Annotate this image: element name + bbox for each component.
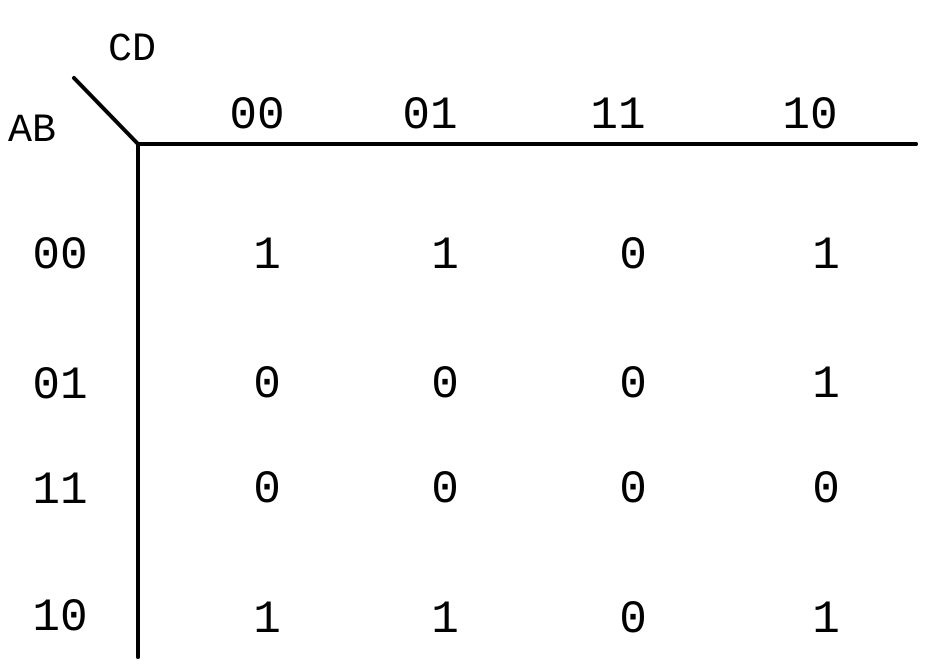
cell-r0-c2: 0 bbox=[619, 230, 647, 282]
row-variables-label: AB bbox=[8, 109, 56, 154]
cell-r0-c1: 1 bbox=[431, 230, 459, 282]
cell-r0-c0: 1 bbox=[253, 230, 281, 282]
cell-r3-c0: 1 bbox=[253, 594, 281, 646]
cell-r1-c2: 0 bbox=[619, 359, 647, 411]
row-header-0: 00 bbox=[32, 230, 87, 282]
cell-r2-c3: 0 bbox=[812, 464, 840, 516]
cell-r2-c2: 0 bbox=[619, 464, 647, 516]
column-header-2: 11 bbox=[590, 90, 645, 142]
cell-r2-c0: 0 bbox=[253, 464, 281, 516]
cell-grid: 1 1 0 1 0 0 0 1 0 0 0 0 1 1 0 1 bbox=[253, 230, 840, 646]
row-header-3: 10 bbox=[32, 592, 87, 644]
cell-r3-c1: 1 bbox=[431, 594, 459, 646]
cell-r3-c2: 0 bbox=[619, 594, 647, 646]
cell-r0-c3: 1 bbox=[812, 230, 840, 282]
column-header-1: 01 bbox=[402, 90, 457, 142]
column-header-0: 00 bbox=[229, 90, 284, 142]
cell-r1-c0: 0 bbox=[253, 359, 281, 411]
column-variables-label: CD bbox=[108, 28, 156, 73]
column-header-3: 10 bbox=[782, 90, 837, 142]
cell-r3-c3: 1 bbox=[812, 594, 840, 646]
column-headers: 00 01 11 10 bbox=[229, 90, 837, 142]
cell-r2-c1: 0 bbox=[431, 464, 459, 516]
cell-r1-c1: 0 bbox=[431, 359, 459, 411]
row-headers: 00 01 11 10 bbox=[32, 230, 87, 644]
row-header-2: 11 bbox=[32, 465, 87, 517]
corner-diagonal-line bbox=[72, 76, 140, 146]
cell-r1-c3: 1 bbox=[812, 359, 840, 411]
row-header-1: 01 bbox=[32, 360, 87, 412]
